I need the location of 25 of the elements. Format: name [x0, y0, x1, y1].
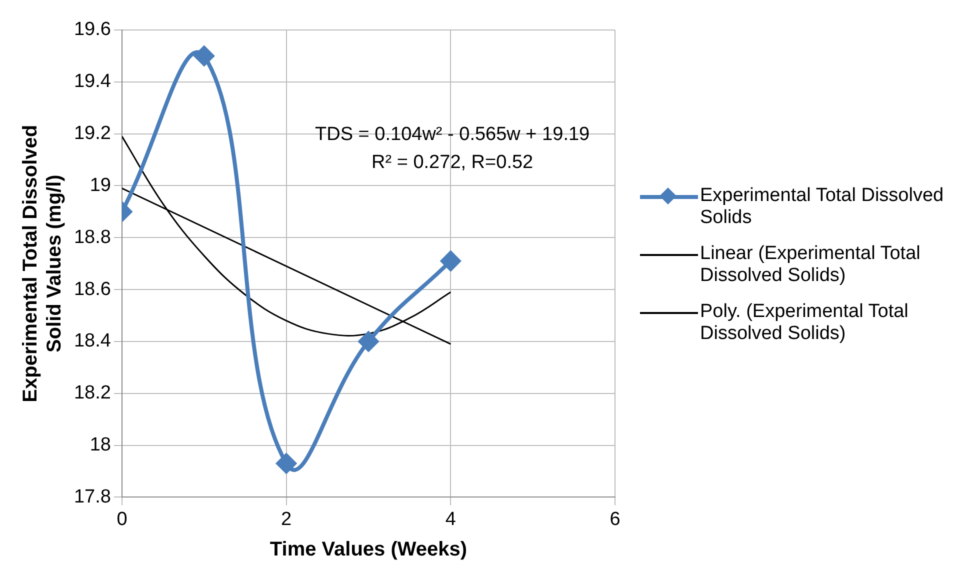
y-tick-label: 18.6 [74, 278, 111, 300]
x-axis-title: Time Values (Weeks) [270, 538, 468, 561]
y-tick-label: 19.2 [74, 123, 111, 144]
y-tick-label: 18 [90, 434, 111, 456]
y-tick-label: 19 [90, 174, 111, 196]
legend-label: Linear (Experimental Total Dissolved Solids) [700, 243, 922, 287]
y-tick-label: 19.6 [74, 19, 111, 40]
y-tick-label: 18.4 [74, 330, 112, 352]
y-axis-title: Experimental Total Dissolved Solid Values (mg/l) [20, 124, 66, 402]
legend-label: Experimental Total Dissolved Solids [700, 185, 945, 229]
x-tick-label: 4 [445, 508, 456, 530]
y-tick-label: 18.2 [74, 382, 111, 404]
x-tick-label: 6 [610, 508, 620, 530]
x-tick-label: 0 [116, 508, 128, 530]
point [440, 251, 461, 272]
x-tick-label: 2 [281, 508, 292, 530]
point [276, 453, 296, 474]
legend-label: Poly. (Experimental Total Dissolved Solids) [700, 301, 910, 345]
y-tick-label: 17.8 [74, 486, 111, 508]
y-tick-label: 18.8 [74, 226, 111, 248]
point [358, 331, 378, 352]
point [194, 46, 214, 66]
annotation: R² = 0.272, R=0.52 [372, 152, 534, 173]
annotation: TDS = 0.104w² - 0.565w + 19.19 [315, 124, 590, 145]
y-tick-label: 19.4 [74, 71, 112, 92]
